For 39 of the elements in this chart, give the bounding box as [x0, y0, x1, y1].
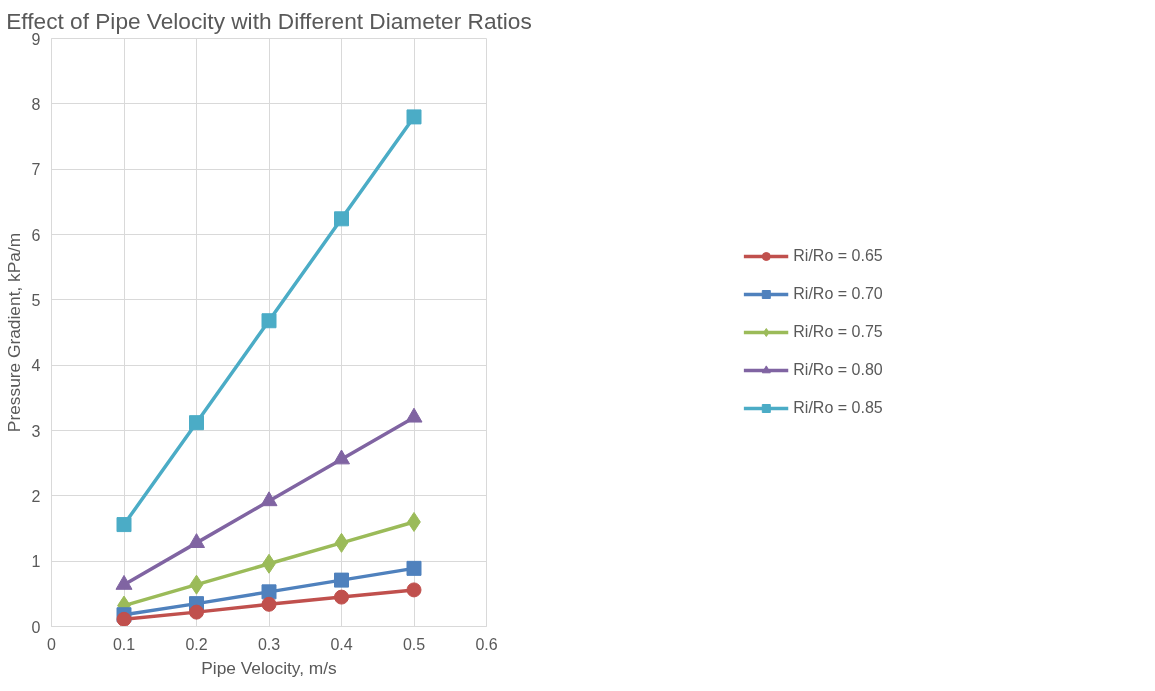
y-tick-label: 8	[31, 95, 41, 113]
y-tick-label: 7	[31, 161, 41, 179]
y-tick-label: 6	[31, 226, 41, 244]
x-tick-label: 0.2	[185, 635, 208, 653]
point	[189, 415, 204, 431]
point	[260, 491, 278, 507]
point	[334, 211, 349, 227]
legend-label: Ri/Ro = 0.70	[793, 285, 883, 303]
point	[261, 596, 277, 612]
point	[189, 604, 204, 620]
point	[116, 611, 132, 627]
y-tick-label: 3	[31, 422, 41, 440]
point	[116, 517, 132, 533]
x-tick-label: 0.3	[257, 635, 281, 653]
y-tick-label: 4	[31, 357, 41, 375]
point	[406, 560, 422, 576]
point	[406, 582, 422, 598]
y-tick-label: 0	[31, 618, 41, 636]
y-tick-label: 5	[31, 291, 41, 309]
point	[334, 572, 349, 588]
x-axis-title: Pipe Velocity, m/s	[201, 657, 338, 678]
x-tick-label: 0	[47, 635, 57, 653]
point	[261, 584, 277, 600]
legend-label: Ri/Ro = 0.85	[793, 399, 883, 417]
point	[334, 589, 349, 605]
y-tick-label: 2	[31, 487, 41, 505]
y-axis-title: Pressure Gradient, kPa/m	[3, 232, 24, 433]
legend-label: Ri/Ro = 0.65	[793, 247, 883, 265]
x-tick-label: 0.4	[330, 635, 353, 653]
x-tick-label: 0.1	[112, 635, 136, 653]
point	[189, 574, 204, 595]
legend-label: Ri/Ro = 0.75	[793, 323, 883, 341]
legend-label: Ri/Ro = 0.80	[793, 361, 883, 379]
x-tick-label: 0.5	[402, 635, 426, 653]
y-tick-label: 1	[31, 553, 41, 571]
point	[406, 109, 422, 125]
point	[334, 532, 349, 553]
point	[261, 313, 277, 329]
x-tick-label: 0.6	[475, 635, 498, 653]
